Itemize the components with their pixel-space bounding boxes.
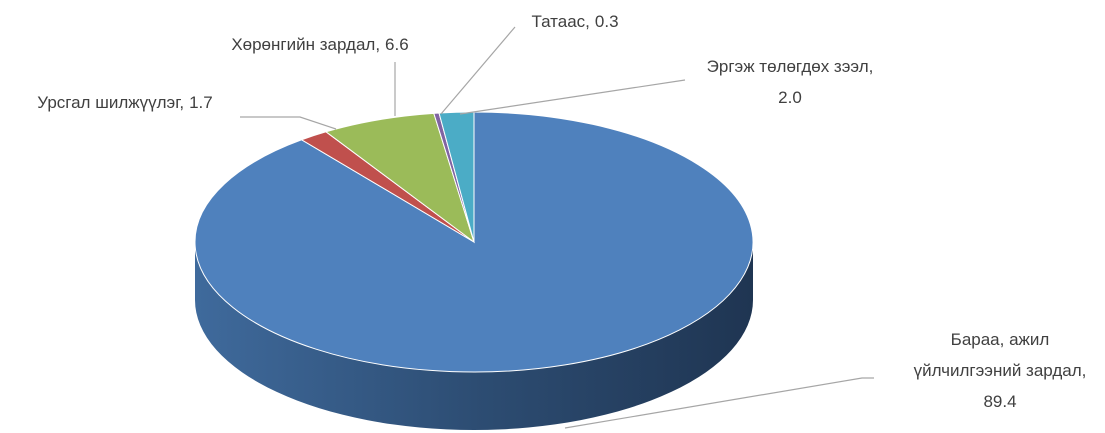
label-name: Эргэж төлөгдөх зээл, xyxy=(707,57,874,76)
data-label: Хөрөнгийн зардал, 6.6 xyxy=(231,35,408,54)
label-name: Урсгал шилжүүлэг, xyxy=(37,93,184,112)
labels: Бараа, ажил үйлчилгээний зардал, 89.4 Урсга… xyxy=(37,12,1087,429)
leader-line xyxy=(459,79,686,115)
label-value: 89.4 xyxy=(983,392,1016,411)
data-label: Бараа, ажил үйлчилгээний зардал, 89.4 xyxy=(914,330,1087,411)
label-value: 6.6 xyxy=(385,35,409,54)
label-value: 1.7 xyxy=(189,93,213,112)
label-name: Хөрөнгийн зардал, xyxy=(231,35,380,54)
label-value: 0.3 xyxy=(595,12,619,31)
label-name: Бараа, ажил xyxy=(951,330,1050,349)
leader-line xyxy=(564,377,874,429)
data-label: Татаас, 0.3 xyxy=(531,12,618,31)
data-label: Урсгал шилжүүлэг, 1.7 xyxy=(37,93,212,112)
slice xyxy=(324,112,475,244)
slice-side xyxy=(195,242,753,430)
data-label: Эргэж төлөгдөх зээл, 2.0 xyxy=(707,57,874,107)
leader-line xyxy=(440,26,516,115)
label-name: Татаас, xyxy=(531,12,589,31)
leader-line xyxy=(240,116,337,130)
label-name: үйлчилгээний зардал, xyxy=(914,361,1087,380)
label-value: 2.0 xyxy=(778,88,802,107)
pie xyxy=(194,111,754,430)
